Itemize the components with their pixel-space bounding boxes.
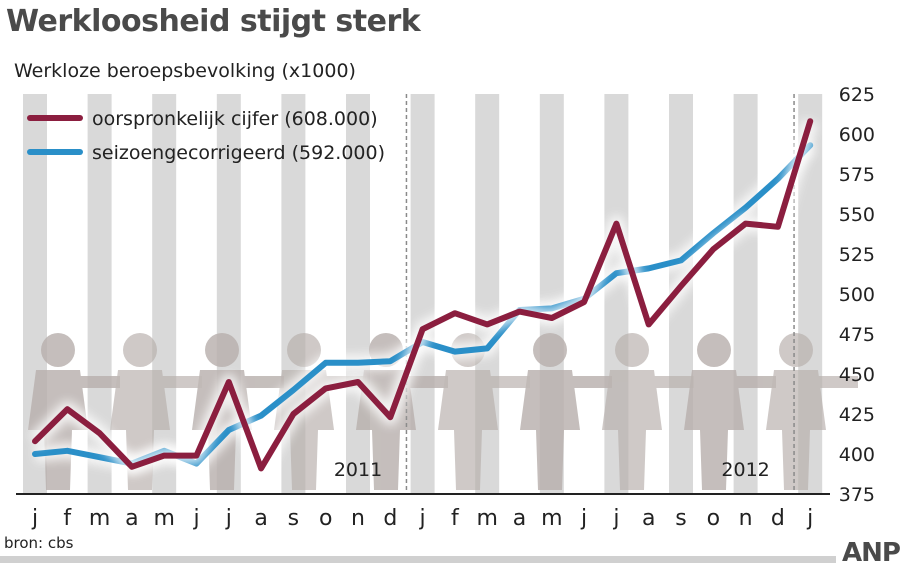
x-tick-label: j: [419, 506, 426, 531]
person-figure: [28, 333, 120, 490]
person-figure: [520, 333, 612, 490]
person-figure: [110, 333, 202, 490]
y-tick-label: 475: [839, 324, 875, 346]
x-tick-label: s: [675, 506, 686, 531]
x-tick-label: f: [63, 506, 72, 531]
x-tick-label: n: [739, 506, 753, 531]
series-lines: [29, 118, 818, 477]
y-axis-label: Werkloze beroepsbevolking (x1000): [14, 60, 356, 82]
y-tick-label: 625: [839, 84, 875, 106]
y-tick-label: 600: [839, 124, 875, 146]
person-figure: [602, 333, 694, 490]
x-tick-label: j: [31, 506, 38, 531]
x-tick-label: d: [771, 506, 785, 531]
column-stripe: [733, 94, 758, 494]
legend: oorspronkelijk cijfer (608.000) seizoenge…: [27, 108, 385, 164]
column-stripe: [410, 94, 435, 494]
person-figure: [684, 333, 776, 490]
legend-label: seizoengecorrigeerd (592.000): [92, 142, 385, 164]
x-tick-label: j: [806, 506, 813, 531]
series-line-original: [32, 118, 814, 472]
year-labels: 2011 2012: [334, 459, 770, 481]
x-tick-label: n: [351, 506, 365, 531]
x-tick-label: d: [383, 506, 397, 531]
x-tick-label: j: [225, 506, 232, 531]
x-tick-label: m: [153, 506, 174, 531]
x-tick-label: a: [513, 506, 526, 531]
year-label: 2012: [721, 459, 769, 481]
x-tick-label: a: [254, 506, 267, 531]
x-tick-label: j: [612, 506, 619, 531]
y-tick-label: 425: [839, 404, 875, 426]
source-note: bron: cbs: [4, 534, 74, 552]
x-tick-label: m: [89, 506, 110, 531]
x-tick-label: s: [288, 506, 299, 531]
x-tick-label: j: [580, 506, 587, 531]
x-tick-label: o: [707, 506, 720, 531]
page-title: Werkloosheid stijgt sterk: [6, 4, 421, 39]
footer-bar: [0, 556, 836, 563]
x-tick-label: j: [192, 506, 199, 531]
brand-logo: ANP: [842, 538, 900, 568]
x-tick-label: m: [541, 506, 562, 531]
legend-label: oorspronkelijk cijfer (608.000): [92, 108, 378, 130]
y-tick-label: 450: [839, 364, 875, 386]
y-axis-ticks: 375 400 425 450 475 500 525 550 575 600 625: [839, 84, 875, 506]
x-tick-label: m: [476, 506, 497, 531]
x-tick-label: f: [451, 506, 460, 531]
y-tick-label: 375: [839, 484, 875, 506]
y-tick-label: 400: [839, 444, 875, 466]
x-tick-label: a: [642, 506, 655, 531]
person-figure: [766, 333, 858, 490]
x-tick-label: o: [319, 506, 332, 531]
x-tick-label: a: [125, 506, 138, 531]
y-tick-label: 500: [839, 284, 875, 306]
y-tick-label: 550: [839, 204, 875, 226]
y-tick-label: 575: [839, 164, 875, 186]
y-tick-label: 525: [839, 244, 875, 266]
year-label: 2011: [334, 459, 382, 481]
